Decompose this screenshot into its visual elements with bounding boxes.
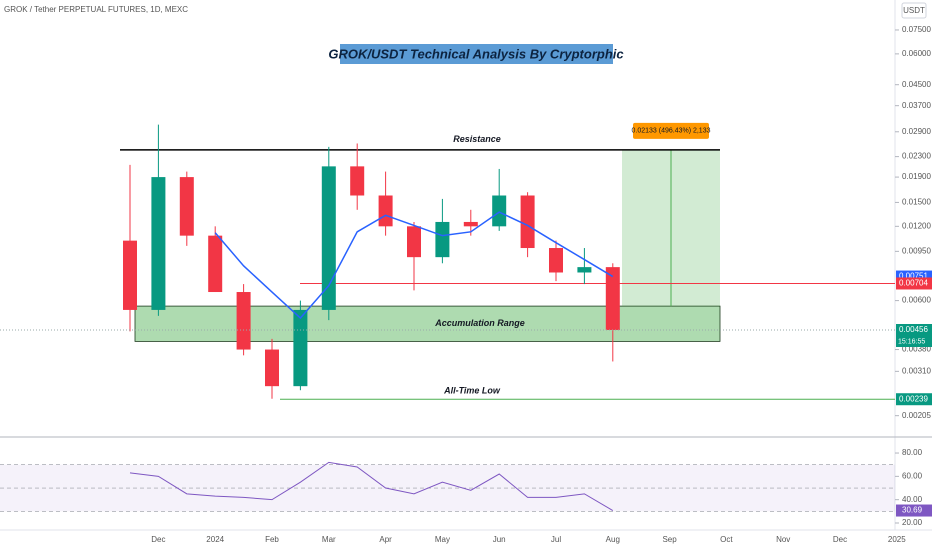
candle-body bbox=[293, 309, 308, 387]
y-tick-label: 0.01200 bbox=[902, 221, 931, 230]
candle-body bbox=[378, 195, 393, 227]
y-tick-label: 0.02300 bbox=[902, 152, 931, 161]
support-price-label: 0.00704 bbox=[899, 279, 928, 288]
candle-body bbox=[208, 235, 223, 293]
candle-body bbox=[350, 166, 365, 196]
candle-body bbox=[265, 349, 279, 387]
candle-body bbox=[577, 267, 592, 273]
x-tick-label: Mar bbox=[322, 535, 336, 544]
candle-body bbox=[151, 177, 166, 310]
resistance-label: Resistance bbox=[453, 134, 501, 144]
x-tick-label: Dec bbox=[833, 535, 847, 544]
candle-body bbox=[123, 240, 137, 310]
last-price-label: 0.00456 bbox=[899, 325, 928, 334]
x-tick-label: 2025 bbox=[888, 535, 906, 544]
candle-body bbox=[605, 267, 620, 331]
x-tick-label: Aug bbox=[606, 535, 620, 544]
x-tick-label: Jul bbox=[551, 535, 561, 544]
candle-body bbox=[321, 166, 336, 310]
y-tick-label: 0.07500 bbox=[902, 25, 931, 34]
x-tick-label: Nov bbox=[776, 535, 790, 544]
moving-average bbox=[214, 211, 614, 320]
candle-body bbox=[435, 221, 450, 258]
title-highlight bbox=[340, 44, 613, 64]
y-tick-label: 0.01900 bbox=[902, 172, 931, 181]
atl-price-label-bg bbox=[896, 393, 932, 406]
chart-title: GROK/USDT Technical Analysis By Cryptorp… bbox=[328, 46, 624, 61]
last-price-label-bg bbox=[896, 324, 932, 337]
x-tick-label: 2024 bbox=[206, 535, 224, 544]
candle-body bbox=[463, 221, 478, 227]
y-tick-label: 0.02900 bbox=[902, 127, 931, 136]
target-label: 0.02133 (496.43%) 2,133 bbox=[631, 128, 710, 135]
candle-body bbox=[179, 177, 194, 236]
x-tick-label: Sep bbox=[662, 535, 677, 544]
candle-body bbox=[407, 226, 421, 258]
y-tick-label: 0.00380 bbox=[902, 345, 931, 354]
x-tick-label: Oct bbox=[720, 535, 733, 544]
y-tick-label: 0.06000 bbox=[902, 49, 931, 58]
symbol-header: GROK / Tether PERPETUAL FUTURES, 1D, MEX… bbox=[4, 5, 188, 14]
y-tick-label: 0.00310 bbox=[902, 366, 931, 375]
ma-price-label: 0.00751 bbox=[899, 272, 928, 281]
countdown: 15:16:55 bbox=[898, 338, 925, 345]
rsi-tick-label: 60.00 bbox=[902, 471, 923, 480]
rsi-last-bg bbox=[896, 504, 932, 517]
candle-body bbox=[549, 248, 563, 273]
rsi-last-label: 30.69 bbox=[902, 506, 923, 515]
x-tick-label: Dec bbox=[151, 535, 165, 544]
atl-label: All-Time Low bbox=[443, 386, 501, 396]
x-tick-label: Feb bbox=[265, 535, 279, 544]
y-tick-label: 0.04500 bbox=[902, 80, 931, 89]
currency-box[interactable] bbox=[901, 2, 927, 19]
support-price-label-bg bbox=[896, 277, 932, 290]
rsi-tick-label: 40.00 bbox=[902, 495, 923, 504]
y-tick-label: 0.01500 bbox=[902, 198, 931, 207]
y-tick-label: 0.00950 bbox=[902, 246, 931, 255]
target-label-box bbox=[633, 122, 709, 139]
y-tick-label: 0.03700 bbox=[902, 101, 931, 110]
y-tick-label: 0.00600 bbox=[902, 296, 931, 305]
rsi-line bbox=[129, 461, 614, 511]
currency[interactable]: USDT bbox=[903, 6, 925, 15]
candle-body bbox=[492, 195, 507, 227]
x-tick-label: Jun bbox=[493, 535, 506, 544]
y-tick-label: 0.00205 bbox=[902, 411, 931, 420]
atl-price-label: 0.00239 bbox=[899, 394, 928, 403]
candle-body bbox=[520, 195, 535, 249]
countdown-bg bbox=[896, 336, 932, 348]
x-tick-label: Apr bbox=[379, 535, 392, 544]
rsi-tick-label: 20.00 bbox=[902, 518, 923, 527]
zone-label: Accumulation Range bbox=[434, 318, 525, 328]
x-tick-label: May bbox=[435, 535, 450, 544]
accumulation-zone bbox=[134, 305, 721, 342]
rsi-tick-label: 80.00 bbox=[902, 448, 923, 457]
candle-body bbox=[236, 292, 251, 350]
